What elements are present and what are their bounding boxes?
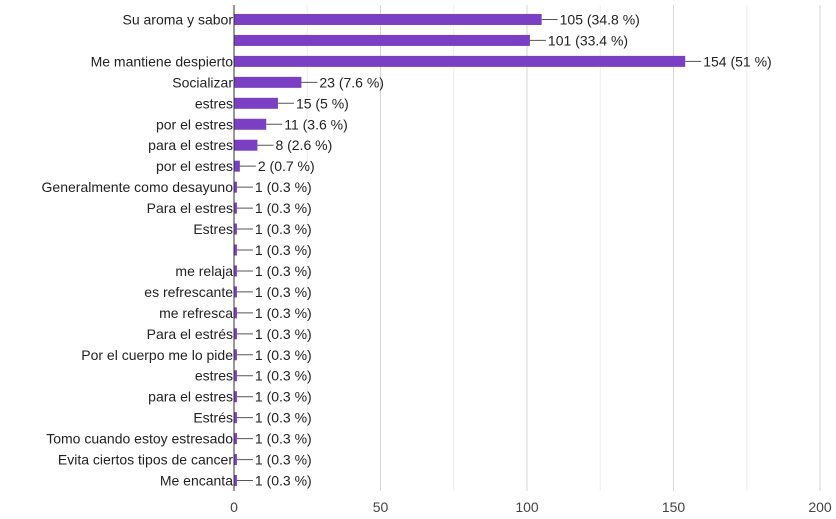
bar — [234, 202, 237, 214]
bar — [234, 412, 237, 424]
data-label: 8 (2.6 %) — [275, 137, 332, 153]
bar — [234, 286, 237, 298]
category-label: para el estres — [148, 137, 233, 153]
category-label: me refresca — [159, 305, 233, 321]
bar — [234, 433, 237, 445]
bar — [234, 328, 237, 340]
data-label: 1 (0.3 %) — [255, 431, 312, 447]
data-label: 1 (0.3 %) — [255, 179, 312, 195]
data-label: 1 (0.3 %) — [255, 452, 312, 468]
category-label: para el estres — [148, 389, 233, 405]
category-label: Estres — [193, 221, 233, 237]
category-label: Para el estres — [147, 200, 233, 216]
data-label: 105 (34.8 %) — [560, 11, 640, 27]
category-label: estres — [195, 95, 233, 111]
data-label: 1 (0.3 %) — [255, 221, 312, 237]
bar — [234, 265, 237, 277]
bar — [234, 139, 258, 151]
label-layer: Su aroma y sabor 105 (34.8 %) 101 (33.4 %)… — [42, 11, 772, 488]
category-label: Su aroma y sabor — [123, 11, 234, 27]
bar — [234, 76, 302, 88]
category-label: Socializar — [172, 74, 233, 90]
data-label: 23 (7.6 %) — [319, 74, 384, 90]
bar — [234, 97, 278, 109]
x-tick-label: 200 — [808, 499, 832, 515]
data-label: 101 (33.4 %) — [548, 32, 628, 48]
bar — [234, 391, 237, 403]
category-label: Me encanta — [160, 473, 233, 489]
data-label: 1 (0.3 %) — [255, 347, 312, 363]
bar — [234, 13, 542, 25]
x-tick-label: 0 — [230, 499, 238, 515]
data-label: 154 (51 %) — [703, 53, 771, 69]
grid-layer — [306, 5, 821, 491]
data-label: 11 (3.6 %) — [284, 116, 348, 132]
x-tick-label: 50 — [373, 499, 389, 515]
category-label: Por el cuerpo me lo pide — [81, 347, 233, 363]
bar — [234, 475, 237, 487]
data-label: 1 (0.3 %) — [255, 200, 312, 216]
bar — [234, 55, 686, 67]
bar — [234, 223, 237, 235]
data-label: 15 (5 %) — [296, 95, 349, 111]
bar — [234, 349, 237, 361]
category-label: Tomo cuando estoy estresado — [46, 431, 233, 447]
data-label: 1 (0.3 %) — [255, 263, 312, 279]
bar-layer — [234, 13, 686, 487]
data-label: 1 (0.3 %) — [255, 284, 312, 300]
category-label: por el estres — [156, 158, 233, 174]
data-label: 2 (0.7 %) — [258, 158, 315, 174]
x-tick-label: 100 — [515, 499, 539, 515]
x-tick-label: 150 — [662, 499, 686, 515]
data-label: 1 (0.3 %) — [255, 389, 312, 405]
data-label: 1 (0.3 %) — [255, 368, 312, 384]
category-label: Me mantiene despierto — [91, 53, 234, 69]
axis-layer: 0 50 100 150 200 — [230, 5, 832, 515]
category-label: Generalmente como desayuno — [42, 179, 234, 195]
category-label: estres — [195, 368, 233, 384]
category-label: me relaja — [175, 263, 233, 279]
category-label: Para el estrés — [147, 326, 233, 342]
data-label: 1 (0.3 %) — [255, 326, 312, 342]
category-label: Estrés — [193, 410, 233, 426]
bar — [234, 34, 530, 46]
bar — [234, 244, 237, 256]
bar — [234, 454, 237, 466]
data-label: 1 (0.3 %) — [255, 242, 312, 258]
data-label: 1 (0.3 %) — [255, 305, 312, 321]
data-label: 1 (0.3 %) — [255, 410, 312, 426]
bar — [234, 118, 267, 130]
bar — [234, 307, 237, 319]
bar — [234, 181, 237, 193]
category-label: Evita ciertos tipos de cancer — [58, 452, 233, 468]
bar — [234, 160, 240, 172]
data-label: 1 (0.3 %) — [255, 473, 312, 489]
category-label: es refrescante — [144, 284, 233, 300]
bar — [234, 370, 237, 382]
category-label: por el estres — [156, 116, 233, 132]
